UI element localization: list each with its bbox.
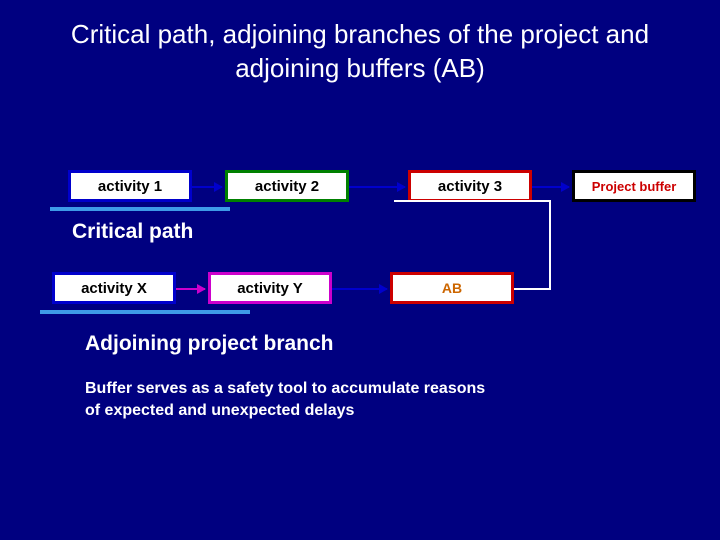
adjoining-label: Adjoining project branch <box>85 332 334 356</box>
underline-adjoining <box>40 310 250 314</box>
critical-path-label: Critical path <box>72 220 193 244</box>
project-buffer-box: Project buffer <box>572 170 696 202</box>
slide-title: Critical path, adjoining branches of the… <box>0 0 720 86</box>
activity-3-box: activity 3 <box>408 170 532 202</box>
activity-1-box: activity 1 <box>68 170 192 202</box>
activity-y-box: activity Y <box>208 272 332 304</box>
connector-h1 <box>514 288 549 290</box>
buffer-text-l2: of expected and unexpected delays <box>85 402 354 419</box>
arrow-r1-3 <box>532 186 569 188</box>
underline-critical <box>50 207 230 211</box>
connector-h2 <box>394 200 551 202</box>
buffer-text: Buffer serves as a safety tool to accumu… <box>85 378 485 421</box>
activity-x-box: activity X <box>52 272 176 304</box>
connector-v <box>549 200 551 290</box>
arrow-r1-2 <box>349 186 405 188</box>
activity-2-box: activity 2 <box>225 170 349 202</box>
buffer-text-l1: Buffer serves as a safety tool to accumu… <box>85 380 485 397</box>
arrow-r2-1 <box>176 288 205 290</box>
arrow-r1-1 <box>192 186 222 188</box>
arrow-r2-2 <box>332 288 387 290</box>
ab-box: AB <box>390 272 514 304</box>
